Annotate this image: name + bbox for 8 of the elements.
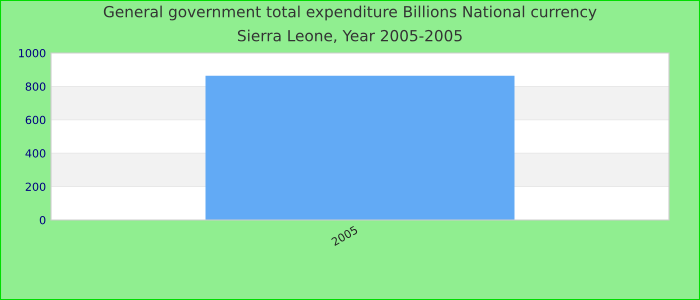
y-tick-label: 800 [26, 82, 46, 91]
y-tick-label: 1000 [19, 48, 46, 58]
chart-title: General government total expenditure Billions National currency [104, 6, 597, 20]
y-tick-label: 600 [26, 116, 46, 124]
y-tick-label: 0 [40, 216, 46, 224]
chart-subtitle: Sierra Leone, Year 2005-2005 [238, 30, 462, 43]
y-tick-label: 200 [26, 182, 46, 191]
y-tick-label: 400 [25, 149, 46, 158]
